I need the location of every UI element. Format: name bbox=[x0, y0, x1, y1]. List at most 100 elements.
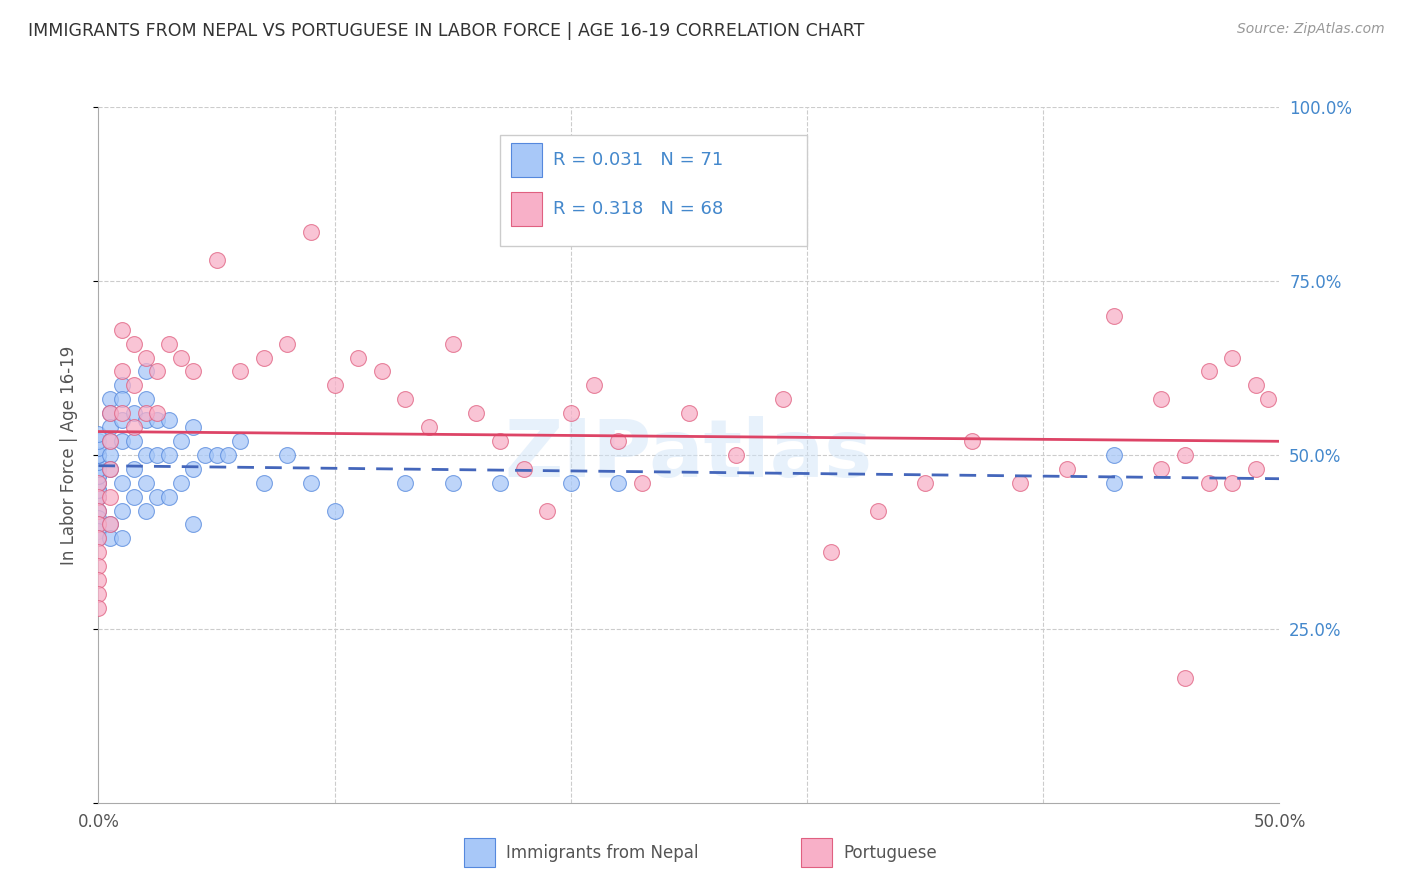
Point bbox=[1257, 392, 1279, 407]
Point bbox=[122, 434, 145, 448]
Y-axis label: In Labor Force | Age 16-19: In Labor Force | Age 16-19 bbox=[59, 345, 77, 565]
Point bbox=[229, 434, 252, 448]
Point bbox=[111, 392, 134, 407]
Point bbox=[441, 475, 464, 490]
Point bbox=[87, 441, 110, 455]
Text: Immigrants from Nepal: Immigrants from Nepal bbox=[506, 844, 699, 862]
Point bbox=[253, 351, 276, 365]
Point bbox=[135, 406, 157, 420]
Point bbox=[98, 517, 121, 532]
Point bbox=[87, 490, 110, 504]
Point bbox=[122, 462, 145, 476]
Point bbox=[146, 490, 169, 504]
Point bbox=[394, 475, 416, 490]
Point bbox=[111, 413, 134, 427]
Point bbox=[299, 475, 322, 490]
Point bbox=[170, 434, 193, 448]
Point bbox=[98, 406, 121, 420]
Point bbox=[560, 406, 582, 420]
Point bbox=[122, 406, 145, 420]
Point bbox=[394, 392, 416, 407]
Point bbox=[98, 462, 121, 476]
Point bbox=[465, 406, 488, 420]
Point bbox=[87, 434, 110, 448]
Point bbox=[87, 490, 110, 504]
Point bbox=[87, 448, 110, 462]
Point bbox=[111, 434, 134, 448]
Point bbox=[866, 503, 889, 517]
Point bbox=[87, 503, 110, 517]
Point bbox=[87, 475, 110, 490]
Point bbox=[194, 448, 217, 462]
Point bbox=[630, 475, 652, 490]
Point bbox=[914, 475, 936, 490]
Point bbox=[170, 475, 193, 490]
Point bbox=[111, 503, 134, 517]
Point bbox=[772, 392, 794, 407]
Point bbox=[98, 532, 121, 546]
Point bbox=[678, 406, 700, 420]
Point bbox=[87, 517, 110, 532]
Point bbox=[253, 475, 276, 490]
Point bbox=[87, 510, 110, 524]
Point bbox=[512, 462, 534, 476]
Point bbox=[111, 475, 134, 490]
Point bbox=[87, 503, 110, 517]
Point bbox=[536, 503, 558, 517]
Point bbox=[98, 490, 121, 504]
Point bbox=[489, 475, 512, 490]
Text: R = 0.318   N = 68: R = 0.318 N = 68 bbox=[554, 200, 724, 219]
Point bbox=[111, 406, 134, 420]
Point bbox=[962, 434, 984, 448]
Point bbox=[607, 475, 630, 490]
Point bbox=[1220, 351, 1243, 365]
Point bbox=[157, 413, 180, 427]
Text: R = 0.031   N = 71: R = 0.031 N = 71 bbox=[554, 152, 724, 169]
Point bbox=[135, 448, 157, 462]
Point bbox=[87, 468, 110, 483]
Point bbox=[87, 483, 110, 497]
Point bbox=[276, 336, 298, 351]
Point bbox=[87, 448, 110, 462]
Point bbox=[1198, 475, 1220, 490]
Point bbox=[122, 420, 145, 434]
Point bbox=[87, 601, 110, 615]
Point bbox=[87, 462, 110, 476]
Point bbox=[135, 351, 157, 365]
Point bbox=[146, 413, 169, 427]
Text: Source: ZipAtlas.com: Source: ZipAtlas.com bbox=[1237, 22, 1385, 37]
Point bbox=[205, 448, 228, 462]
Point bbox=[229, 364, 252, 378]
Point bbox=[87, 532, 110, 546]
Point bbox=[87, 483, 110, 497]
Point bbox=[146, 448, 169, 462]
Text: IMMIGRANTS FROM NEPAL VS PORTUGUESE IN LABOR FORCE | AGE 16-19 CORRELATION CHART: IMMIGRANTS FROM NEPAL VS PORTUGUESE IN L… bbox=[28, 22, 865, 40]
Point bbox=[111, 532, 134, 546]
Point bbox=[87, 573, 110, 587]
Point bbox=[98, 406, 121, 420]
Point bbox=[111, 323, 134, 337]
Point bbox=[98, 448, 121, 462]
Point bbox=[276, 448, 298, 462]
Point bbox=[111, 364, 134, 378]
Point bbox=[418, 420, 440, 434]
Text: ZIPatlas: ZIPatlas bbox=[505, 416, 873, 494]
Point bbox=[1008, 475, 1031, 490]
Point bbox=[98, 392, 121, 407]
Point bbox=[87, 462, 110, 476]
Point bbox=[170, 351, 193, 365]
Point bbox=[146, 364, 169, 378]
Point bbox=[1220, 475, 1243, 490]
Point bbox=[560, 475, 582, 490]
Point bbox=[98, 434, 121, 448]
Point bbox=[98, 517, 121, 532]
Point bbox=[181, 462, 204, 476]
Point bbox=[323, 503, 346, 517]
Point bbox=[181, 420, 204, 434]
Point bbox=[299, 225, 322, 239]
Point bbox=[135, 503, 157, 517]
Point bbox=[323, 378, 346, 392]
Point bbox=[87, 545, 110, 559]
Point bbox=[87, 587, 110, 601]
Point bbox=[1102, 309, 1125, 323]
